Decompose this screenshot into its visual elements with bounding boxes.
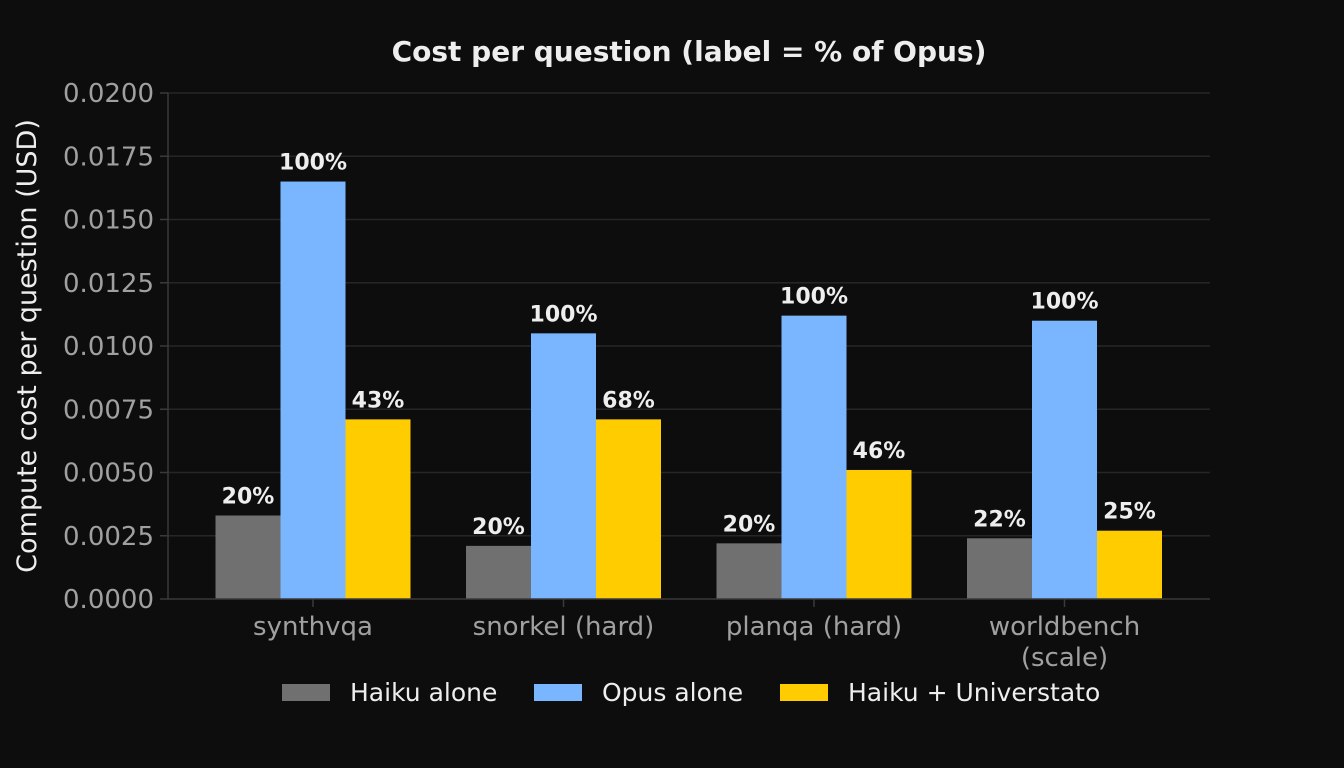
legend-swatch: [534, 684, 582, 701]
data-label: 20%: [472, 515, 525, 540]
x-tick-label: worldbench: [989, 612, 1140, 642]
data-label: 100%: [1031, 290, 1099, 315]
x-tick-label: (scale): [1021, 643, 1108, 673]
data-label: 100%: [780, 285, 848, 310]
data-label: 20%: [222, 485, 275, 510]
bar: [1097, 530, 1162, 599]
bar: [967, 538, 1032, 599]
y-tick-label: 0.0200: [63, 79, 154, 109]
y-tick-label: 0.0075: [63, 395, 154, 425]
bar: [846, 469, 912, 599]
legend: Haiku alone Opus alone Haiku + Universtato: [282, 678, 1100, 707]
bar: [280, 181, 346, 600]
bar: [345, 419, 411, 599]
bars: 20% 100% 43% 20% 100% 68% 20% 100% 46% 22% 100% 25%: [215, 151, 1162, 600]
legend-swatch: [282, 684, 330, 701]
y-tick-label: 0.0100: [63, 332, 154, 362]
data-label: 25%: [1103, 500, 1156, 525]
y-axis-label: Compute cost per question (USD): [12, 119, 43, 573]
data-label: 43%: [352, 388, 405, 413]
legend-label: Haiku + Universtato: [848, 678, 1100, 707]
axes: 0.0000 0.0025 0.0050 0.0075 0.0100 0.0125 0.01…: [63, 79, 1210, 673]
bar: [466, 545, 531, 599]
legend-swatch: [780, 684, 828, 701]
y-tick-label: 0.0000: [63, 585, 154, 615]
bar: [1032, 320, 1097, 599]
bar: [215, 515, 281, 599]
bar: [716, 543, 782, 599]
y-tick-label: 0.0150: [63, 206, 154, 236]
data-label: 22%: [973, 507, 1026, 532]
data-label: 100%: [530, 302, 598, 327]
y-tick-label: 0.0175: [63, 142, 154, 172]
legend-label: Haiku alone: [350, 678, 497, 707]
data-label: 100%: [279, 151, 347, 176]
x-tick-label: synthvqa: [253, 612, 373, 642]
y-tick-label: 0.0050: [63, 459, 154, 489]
bar: [781, 315, 847, 599]
y-tick-label: 0.0125: [63, 269, 154, 299]
chart-title: Cost per question (label = % of Opus): [392, 35, 987, 68]
data-label: 20%: [723, 512, 776, 537]
x-tick-label: snorkel (hard): [473, 612, 655, 642]
x-tick-label: planqa (hard): [726, 612, 902, 642]
data-label: 68%: [602, 388, 655, 413]
bar: [596, 419, 661, 599]
bar: [531, 333, 596, 599]
y-tick-label: 0.0025: [63, 522, 154, 552]
data-label: 46%: [853, 439, 906, 464]
legend-label: Opus alone: [602, 678, 743, 707]
